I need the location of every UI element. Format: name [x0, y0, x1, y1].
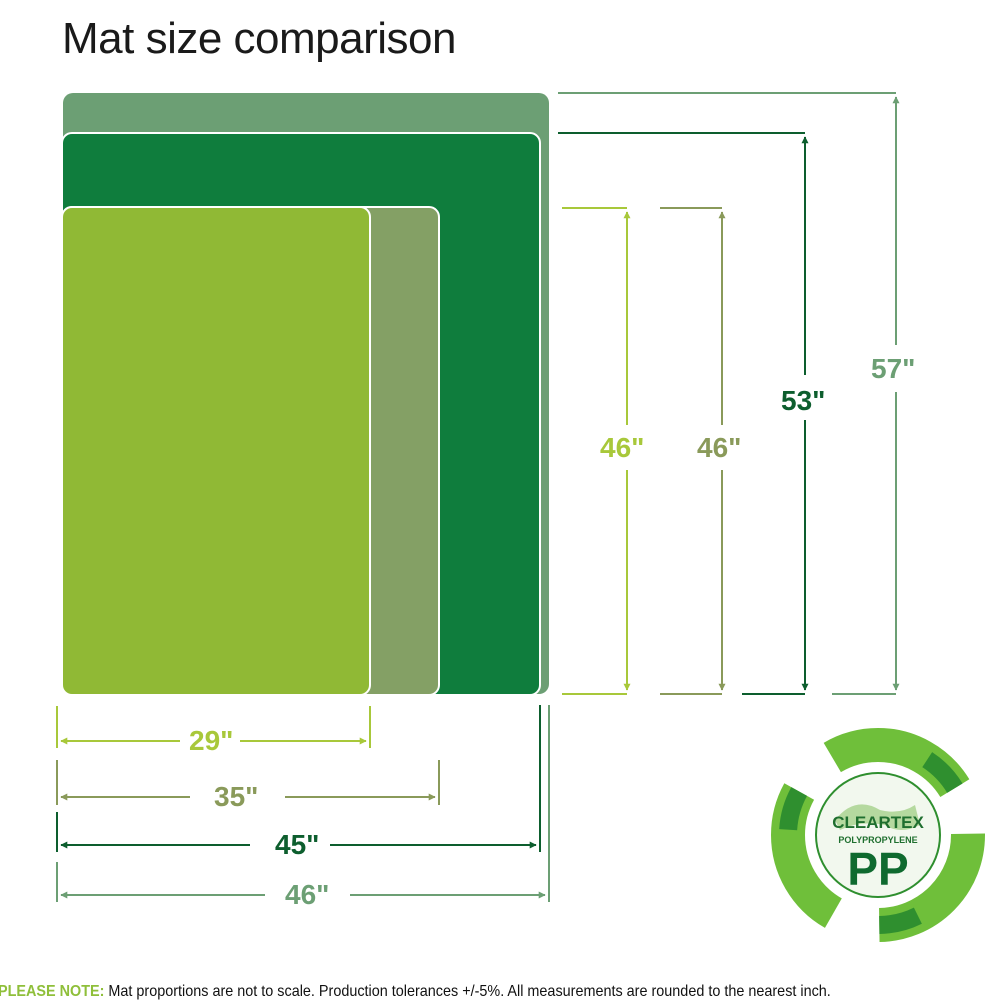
label-light-width: 29": [189, 725, 233, 756]
logo-material: POLYPROPYLENE: [838, 835, 917, 845]
label-dark-width: 45": [275, 829, 319, 860]
dim-dark-width: [56, 705, 541, 852]
page-title: Mat size comparison: [62, 14, 456, 63]
mat-light: [61, 206, 371, 696]
dim-olive-height: [660, 207, 726, 695]
dim-outer-height: [558, 92, 900, 695]
dim-light-height: [562, 207, 631, 695]
label-light-height: 46": [600, 432, 644, 463]
label-olive-height: 46": [697, 432, 741, 463]
dim-dark-height: [558, 132, 809, 695]
label-dark-height: 53": [781, 385, 825, 416]
cleartex-pp-recycle-logo: CLEARTEX POLYPROPYLENE PP: [771, 728, 985, 942]
logo-code: PP: [847, 843, 908, 895]
note-label: PLEASE NOTE:: [0, 983, 105, 1000]
label-outer-height: 57": [871, 353, 915, 384]
dim-outer-width: [56, 705, 550, 902]
disclaimer-note: PLEASE NOTE: Mat proportions are not to …: [0, 983, 831, 1001]
dim-light-width: [56, 706, 371, 748]
label-outer-width: 46": [285, 879, 329, 910]
label-olive-width: 35": [214, 781, 258, 812]
logo-brand: CLEARTEX: [832, 813, 924, 832]
dim-olive-width: [56, 760, 440, 805]
note-text: Mat proportions are not to scale. Produc…: [104, 983, 831, 1000]
